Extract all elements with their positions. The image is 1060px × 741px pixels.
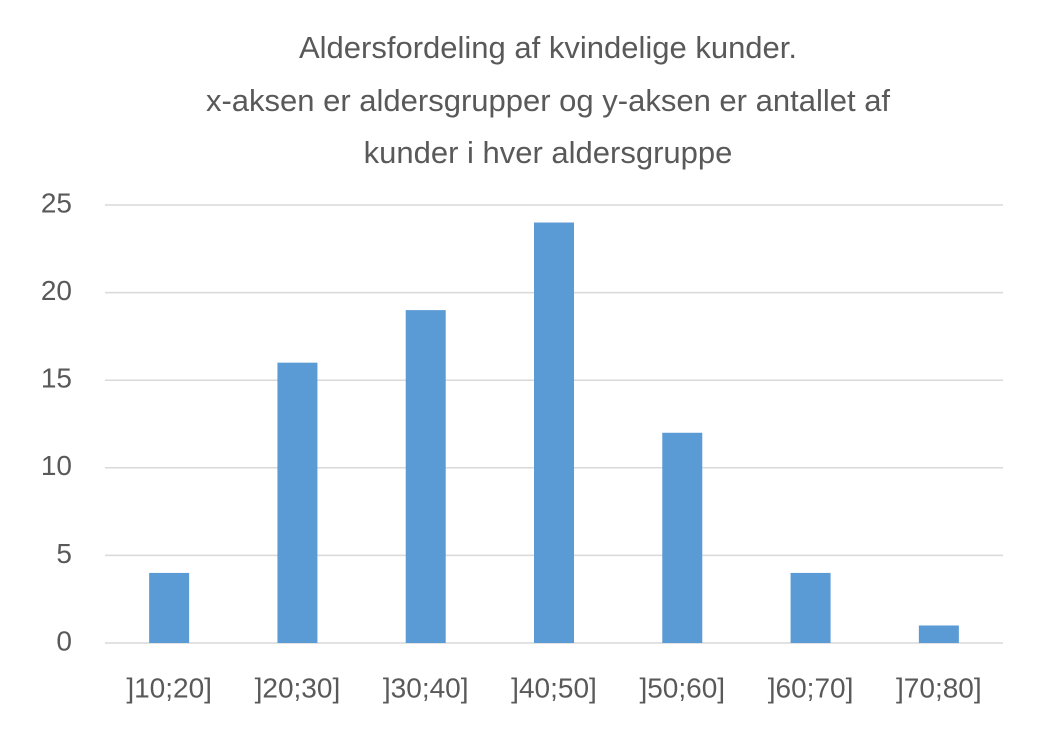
bar xyxy=(918,625,959,643)
x-tick-label: ]70;80] xyxy=(896,672,982,703)
x-tick-label: ]50;60] xyxy=(639,672,725,703)
chart-title: Aldersfordeling af kvindelige kunder. xyxy=(299,30,797,65)
x-tick-label: ]10;20] xyxy=(126,672,212,703)
bar xyxy=(790,572,831,643)
chart-title: x-aksen er aldersgrupper og y-aksen er a… xyxy=(206,83,890,118)
x-tick-label: ]60;70] xyxy=(768,672,854,703)
y-tick-label: 25 xyxy=(41,187,72,218)
bar xyxy=(662,432,703,643)
y-tick-label: 15 xyxy=(41,363,72,394)
y-tick-label: 5 xyxy=(56,538,72,569)
y-tick-label: 10 xyxy=(41,450,72,481)
x-tick-label: ]40;50] xyxy=(511,672,597,703)
bar xyxy=(277,362,318,643)
chart-title: kunder i hver aldersgruppe xyxy=(364,135,733,170)
x-tick-label: ]30;40] xyxy=(383,672,469,703)
y-tick-label: 20 xyxy=(41,275,72,306)
bar xyxy=(534,222,574,643)
y-tick-label: 0 xyxy=(56,625,72,656)
bar xyxy=(405,310,446,643)
bar xyxy=(149,572,190,643)
x-tick-label: ]20;30] xyxy=(255,672,341,703)
